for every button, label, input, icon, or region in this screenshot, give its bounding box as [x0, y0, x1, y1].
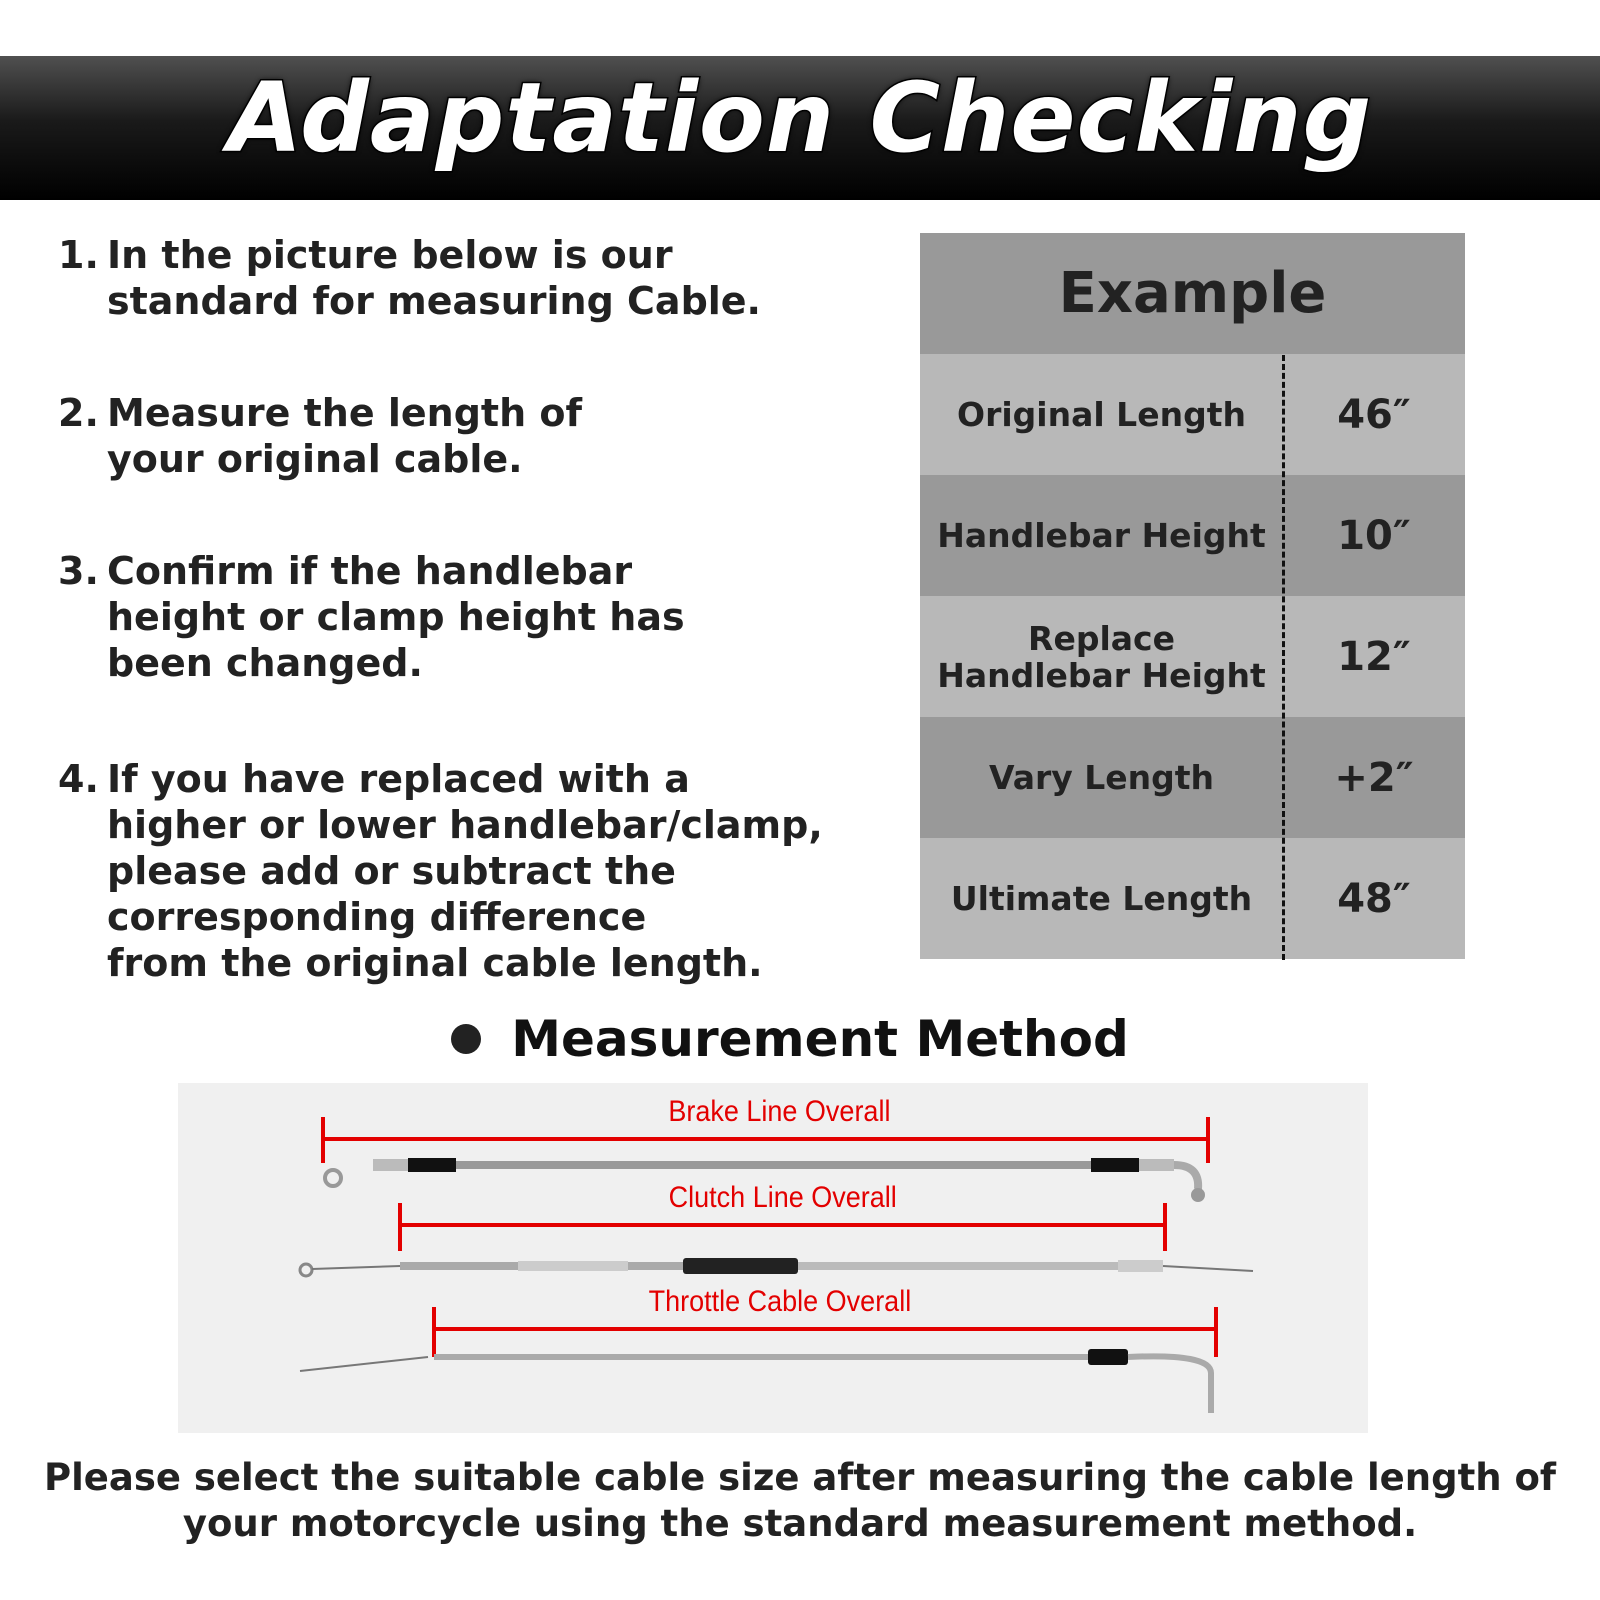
title-banner	[0, 56, 1600, 200]
step-3: 3. Confirm if the handlebar height or cla…	[58, 549, 685, 685]
measure-lines	[321, 1117, 1218, 1357]
measurement-heading: Measurement Method	[0, 1010, 1600, 1068]
brake-line-cable	[323, 1158, 1205, 1202]
clutch-line-cable	[298, 1258, 1254, 1278]
example-title: Example	[920, 233, 1465, 354]
instruction-list: 1. In the picture below is our standard f…	[58, 232, 858, 1052]
step-1: 1. In the picture below is our standard f…	[58, 233, 761, 323]
bullet-icon	[451, 1024, 482, 1054]
example-table: Example Original Length 46″ Handlebar Hei…	[920, 233, 1465, 960]
cable-diagram: Brake Line Overall Clutch Line Overall T…	[178, 1083, 1368, 1433]
step-2: 2. Measure the length of your original ca…	[58, 391, 582, 481]
column-divider	[1282, 355, 1285, 960]
table-row: Vary Length +2″	[920, 717, 1465, 838]
cable-illustration	[298, 1117, 1254, 1413]
table-row: Handlebar Height 10″	[920, 475, 1465, 596]
footer-note: Please select the suitable cable size af…	[43, 1456, 1557, 1545]
table-row: Replace Handlebar Height 12″	[920, 596, 1465, 717]
table-row: Ultimate Length 48″	[920, 838, 1465, 959]
throttle-cable-label: Throttle Cable Overall	[648, 1285, 912, 1318]
brake-line-label: Brake Line Overall	[668, 1095, 891, 1128]
clutch-line-label: Clutch Line Overall	[668, 1181, 897, 1214]
throttle-cable	[299, 1349, 1214, 1413]
step-4: 4. If you have replaced with a higher or …	[58, 757, 823, 985]
table-row: Original Length 46″	[920, 354, 1465, 475]
page-title: Adaptation Checking	[226, 61, 1373, 176]
